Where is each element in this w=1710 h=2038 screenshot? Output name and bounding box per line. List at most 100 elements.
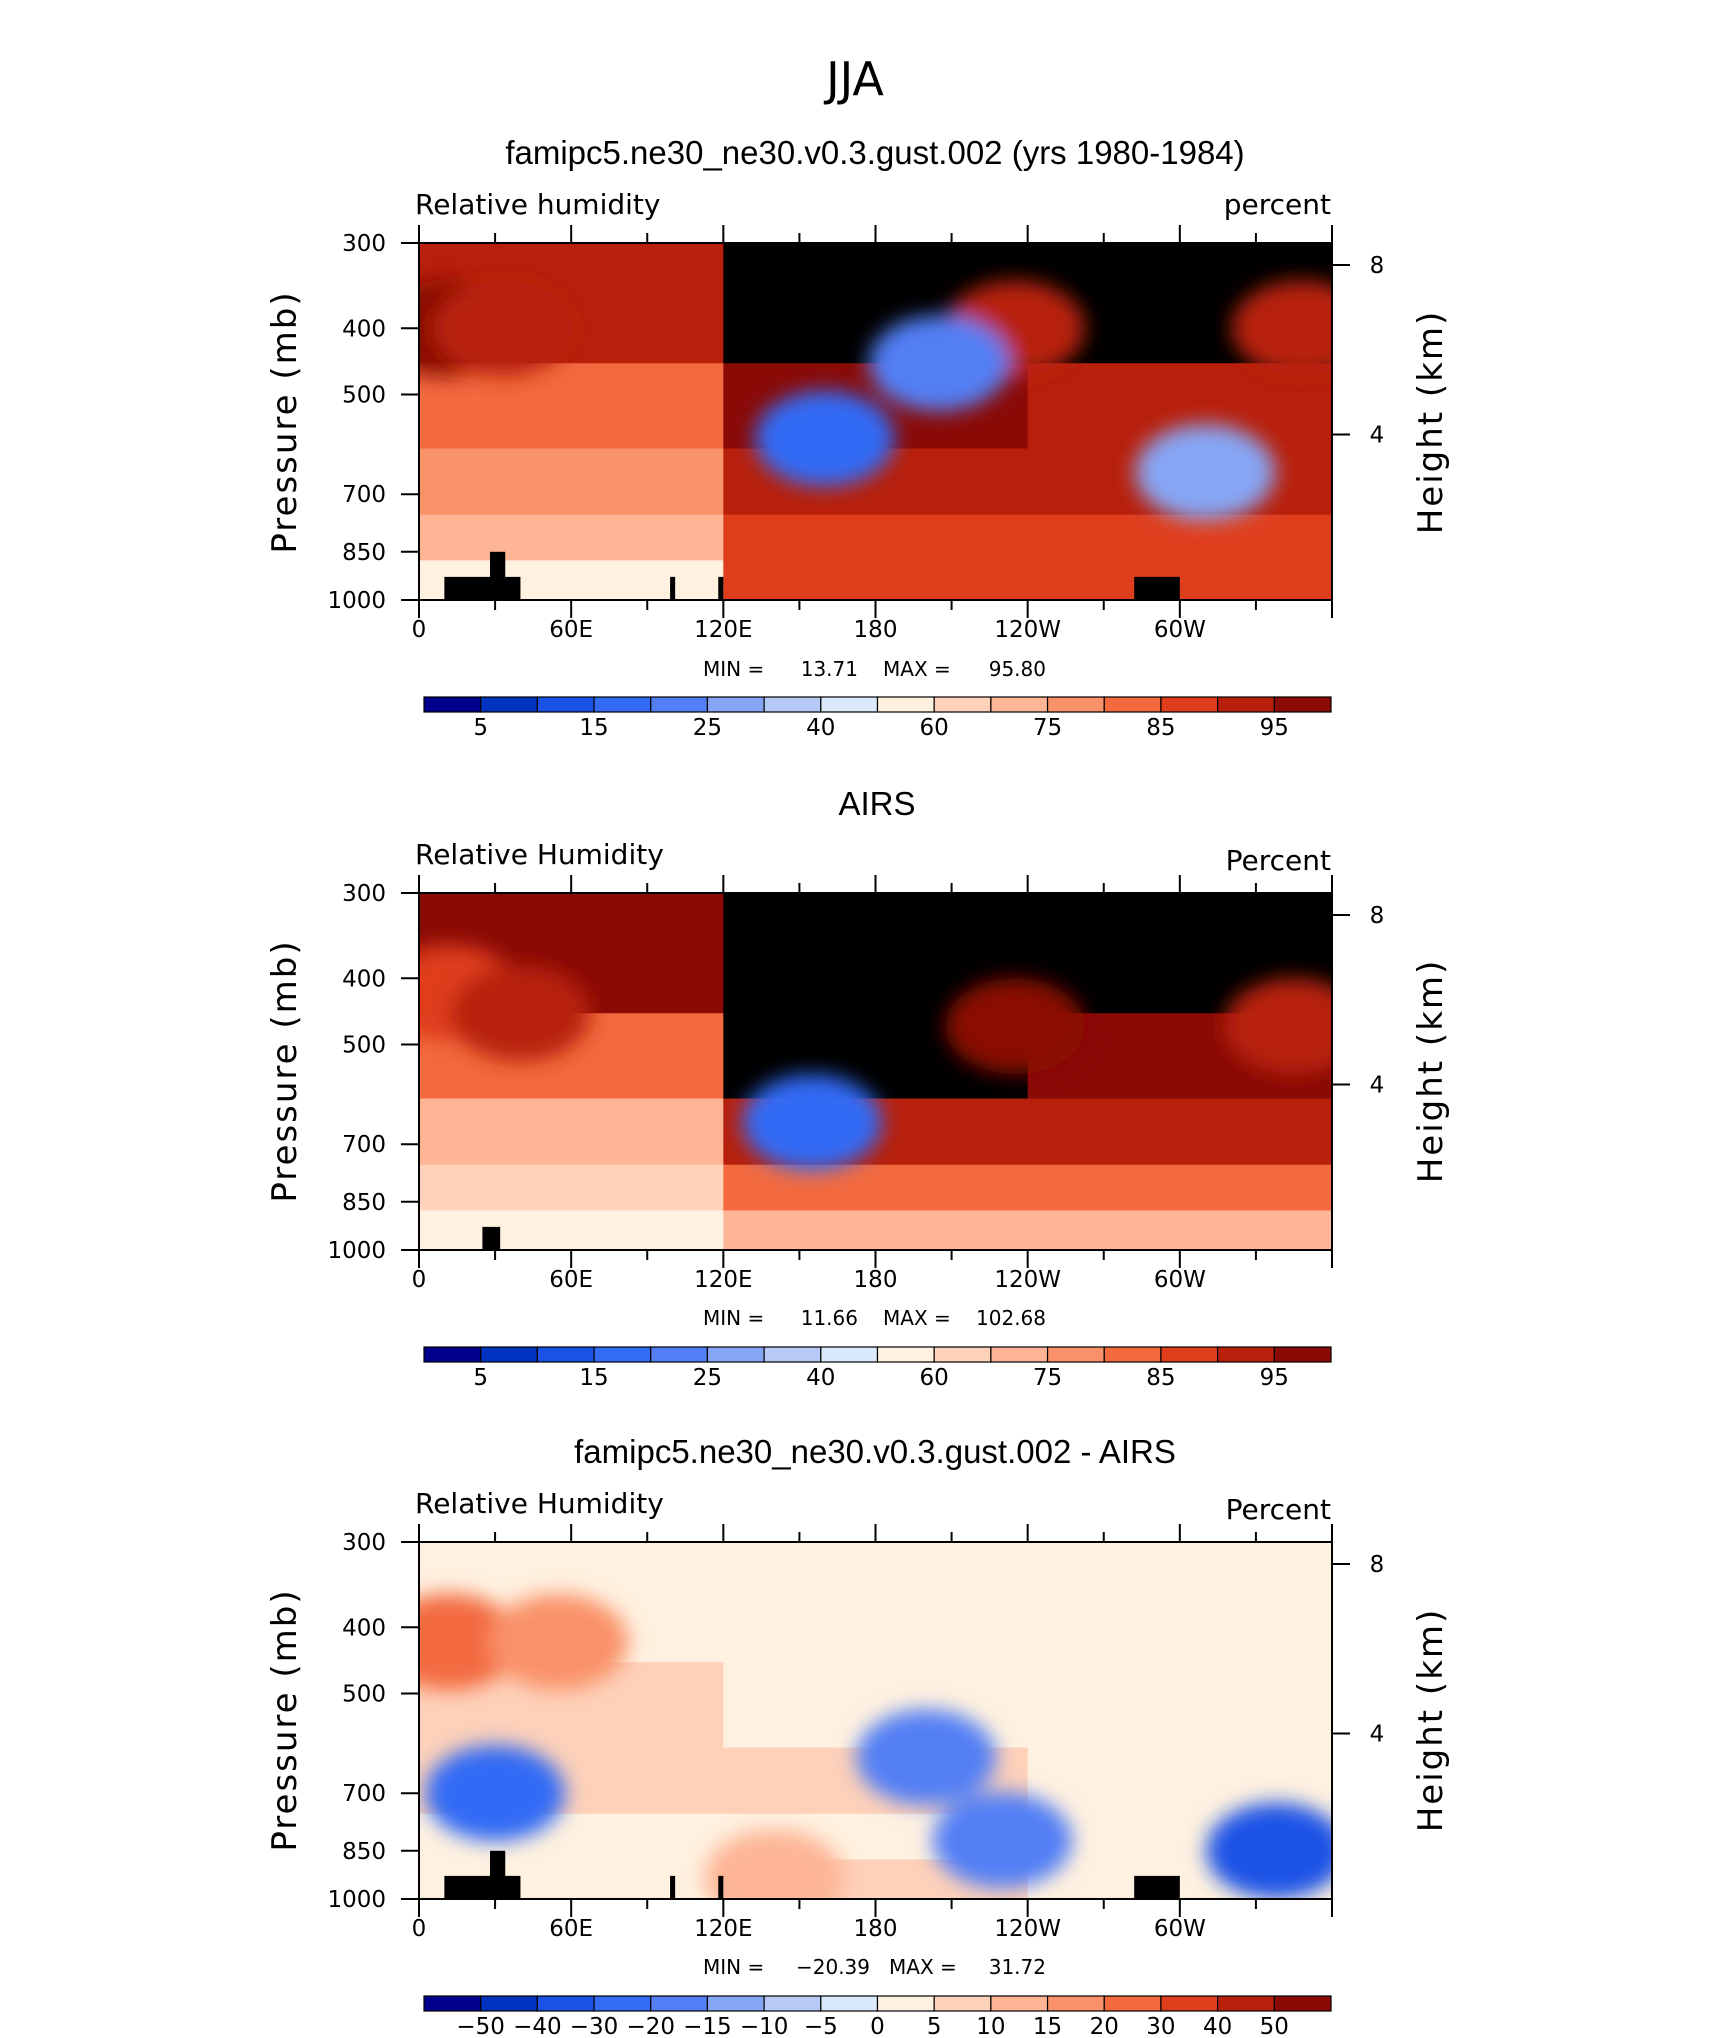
colorbar-box bbox=[706, 1995, 765, 2012]
colorbar-box bbox=[650, 1995, 709, 2012]
y-axis-label: Pressure (mb) bbox=[265, 1588, 305, 1851]
min-value: −20.39 bbox=[796, 1955, 870, 1979]
y-tick-label: 300 bbox=[342, 1530, 386, 1556]
contour-band bbox=[419, 1210, 725, 1250]
panel-left-label: Relative Humidity bbox=[415, 838, 664, 871]
colorbar-box bbox=[536, 696, 595, 713]
colorbar-box bbox=[933, 1995, 992, 2012]
colorbar-label: 75 bbox=[1033, 715, 1062, 741]
topography bbox=[718, 1875, 724, 1899]
colorbar-label: 25 bbox=[693, 715, 722, 741]
colorbar-box bbox=[536, 1995, 595, 2012]
y2-tick-label: 4 bbox=[1370, 1721, 1385, 1747]
colorbar: 5 15 25 40 60 75 85 95 bbox=[423, 1346, 1332, 1391]
colorbar-box bbox=[1160, 1346, 1219, 1363]
y2-tick-label: 4 bbox=[1370, 422, 1385, 448]
panel-title: AIRS bbox=[838, 785, 915, 822]
plot-area: 0 60E 120E 180 120W 60W 300 400 500 700 850 1000 8 4 bbox=[327, 875, 1384, 1293]
y-tick-label: 300 bbox=[342, 881, 386, 907]
colorbar-box bbox=[876, 1995, 935, 2012]
colorbar-label: −20 bbox=[626, 2014, 675, 2038]
contour-band bbox=[1027, 514, 1332, 562]
contour-blob bbox=[1223, 978, 1332, 1075]
x-tick-label: 60E bbox=[549, 617, 593, 643]
figure-title: JJA bbox=[823, 52, 884, 106]
y2-tick-label: 4 bbox=[1370, 1072, 1385, 1098]
panel-left-label: Relative humidity bbox=[415, 188, 660, 221]
colorbar-label: 50 bbox=[1260, 2014, 1289, 2038]
x-tick-label: 120W bbox=[994, 1916, 1061, 1942]
colorbar-box bbox=[706, 696, 765, 713]
x-tick-label: 120W bbox=[994, 617, 1061, 643]
x-tick-label: 60E bbox=[549, 1916, 593, 1942]
contour-band bbox=[419, 363, 725, 450]
max-value: 102.68 bbox=[976, 1306, 1046, 1330]
topography bbox=[1134, 1875, 1180, 1899]
colorbar-label: −30 bbox=[570, 2014, 619, 2038]
colorbar: −50 −40 −30 −20 −15 −10 −5 0 5 10 15 20 30 40 50 bbox=[423, 1995, 1332, 2038]
contour-blobs bbox=[419, 280, 1332, 521]
colorbar-box bbox=[650, 1346, 709, 1363]
colorbar-box bbox=[423, 1346, 482, 1363]
y-tick-label: 1000 bbox=[327, 1238, 386, 1264]
contour-blob bbox=[868, 315, 1009, 412]
contour-blob bbox=[450, 965, 591, 1062]
topography bbox=[1134, 576, 1180, 600]
x-tick-label: 120E bbox=[694, 1916, 752, 1942]
colorbar-box bbox=[1273, 696, 1332, 713]
colorbar-label: 10 bbox=[976, 2014, 1005, 2038]
topography bbox=[490, 1850, 506, 1899]
min-label: MIN = bbox=[703, 1955, 764, 1979]
y2-tick-label: 8 bbox=[1370, 1552, 1385, 1578]
plot-area: 0 60E 120E 180 120W 60W 300 400 500 700 850 1000 8 4 bbox=[327, 225, 1384, 643]
x-tick-label: 180 bbox=[854, 1916, 898, 1942]
y-tick-label: 700 bbox=[342, 1781, 386, 1807]
contour-band bbox=[1027, 1542, 1332, 1664]
panel-title: famipc5.ne30_ne30.v0.3.gust.002 - AIRS bbox=[574, 1433, 1176, 1470]
x-tick-label: 60W bbox=[1154, 1267, 1206, 1293]
contour-band bbox=[723, 560, 1029, 600]
max-value: 31.72 bbox=[989, 1955, 1046, 1979]
colorbar-box bbox=[593, 1346, 652, 1363]
colorbar-box bbox=[1103, 696, 1162, 713]
colorbar-label: −5 bbox=[804, 2014, 838, 2038]
contour-blob bbox=[488, 1593, 629, 1690]
contour-blob bbox=[742, 1074, 883, 1171]
contour-band bbox=[1027, 1164, 1332, 1212]
y-tick-label: 500 bbox=[342, 1681, 386, 1707]
max-label: MAX = bbox=[883, 657, 951, 681]
min-label: MIN = bbox=[703, 1306, 764, 1330]
panel-title: famipc5.ne30_ne30.v0.3.gust.002 (yrs 198… bbox=[505, 134, 1244, 171]
colorbar-box bbox=[1103, 1346, 1162, 1363]
colorbar: 5 15 25 40 60 75 85 95 bbox=[423, 696, 1332, 741]
contour-blob bbox=[856, 1709, 997, 1806]
contour-band bbox=[723, 1542, 1029, 1664]
contour-band bbox=[1027, 1210, 1332, 1250]
panel-2: AIRS Relative Humidity Percent 0 60E 120E 1… bbox=[265, 785, 1451, 1391]
colorbar-box bbox=[1103, 1995, 1162, 2012]
panel-right-label: percent bbox=[1224, 188, 1331, 221]
y2-tick-label: 8 bbox=[1370, 253, 1385, 279]
colorbar-box bbox=[593, 1995, 652, 2012]
colorbar-box bbox=[876, 696, 935, 713]
y-axis-label: Pressure (mb) bbox=[265, 290, 305, 553]
x-tick-label: 120E bbox=[694, 617, 752, 643]
colorbar-label: −50 bbox=[456, 2014, 505, 2038]
x-tick-label: 180 bbox=[854, 617, 898, 643]
contour-band bbox=[419, 448, 725, 516]
colorbar-box bbox=[480, 1995, 538, 2012]
colorbar-label: 95 bbox=[1260, 1365, 1289, 1391]
colorbar-box bbox=[820, 1346, 879, 1363]
colorbar-label: 60 bbox=[920, 715, 949, 741]
colorbar-box bbox=[1160, 1995, 1219, 2012]
colorbar-label: 20 bbox=[1090, 2014, 1119, 2038]
x-tick-label: 120E bbox=[694, 1267, 752, 1293]
colorbar-box bbox=[1046, 1346, 1105, 1363]
y-tick-label: 500 bbox=[342, 382, 386, 408]
x-tick-label: 60W bbox=[1154, 1916, 1206, 1942]
colorbar-label: 40 bbox=[806, 715, 835, 741]
contour-blob bbox=[425, 1745, 566, 1842]
colorbar-label: −10 bbox=[740, 2014, 789, 2038]
x-tick-label: 0 bbox=[412, 1267, 427, 1293]
colorbar-box bbox=[480, 696, 538, 713]
